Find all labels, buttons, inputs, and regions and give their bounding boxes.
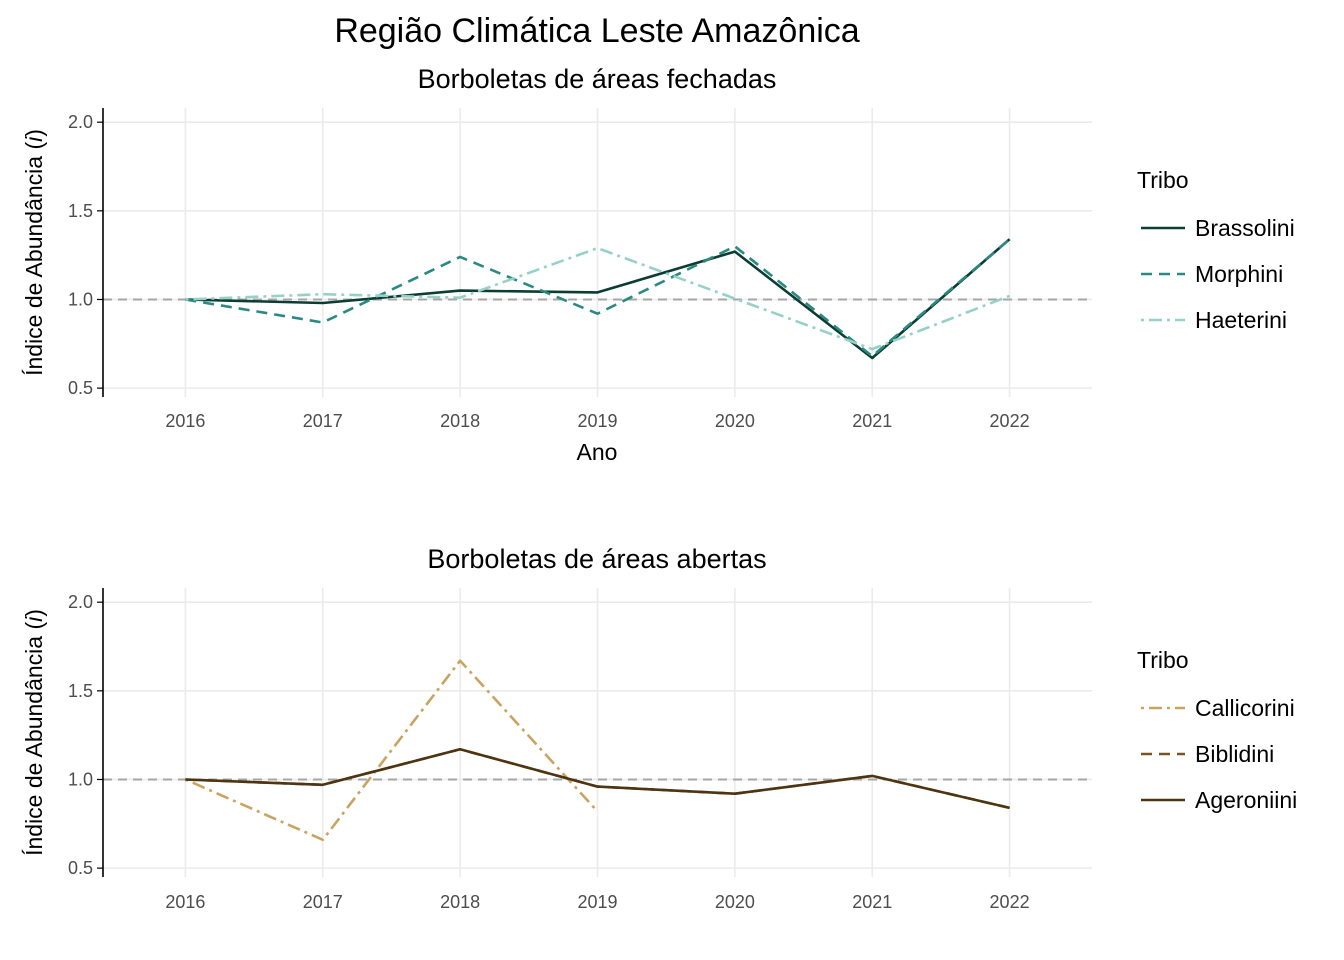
y-axis-title-italic: i: [21, 136, 47, 142]
y-tick-label: 1.0: [68, 289, 93, 309]
y-tick-label: 1.0: [68, 769, 93, 789]
y-axis-title: Índice de Abundância (i): [21, 129, 47, 376]
x-tick-label: 2016: [165, 411, 205, 431]
x-tick-label: 2022: [990, 411, 1030, 431]
y-axis-title-main: Índice de Abundância (: [21, 622, 47, 856]
x-tick-label: 2019: [577, 411, 617, 431]
y-tick-label: 0.5: [68, 378, 93, 398]
panel-title: Borboletas de áreas abertas: [427, 544, 766, 574]
x-tick-label: 2021: [852, 411, 892, 431]
y-tick-label: 1.5: [68, 201, 93, 221]
x-tick-label: 2017: [303, 892, 343, 912]
series-line-brassolini: [185, 238, 1011, 360]
x-tick-label: 2017: [303, 411, 343, 431]
main-title: Região Climática Leste Amazônica: [334, 12, 859, 50]
x-tick-label: 2020: [715, 892, 755, 912]
x-tick-label: 2021: [852, 892, 892, 912]
y-tick-label: 1.5: [68, 681, 93, 701]
legend-title: Tribo: [1137, 167, 1189, 193]
legend-label: Morphini: [1195, 261, 1283, 287]
x-tick-label: 2019: [577, 892, 617, 912]
y-axis-title-close: ): [21, 609, 47, 617]
panel-closed-areas: Borboletas de áreas fechadas 0.5 1.0 1.5 2.0…: [21, 64, 1295, 465]
x-tick-label: 2016: [165, 892, 205, 912]
y-axis-title-close: ): [21, 129, 47, 137]
y-tick-label: 0.5: [68, 858, 93, 878]
series-line-morphini: [185, 238, 1011, 358]
x-tick-label: 2020: [715, 411, 755, 431]
y-tick-label: 2.0: [68, 112, 93, 132]
panel-open-areas: Borboletas de áreas abertas 0.5 1.0 1.5 2.0 2…: [21, 544, 1297, 912]
legend-label: Callicorini: [1195, 695, 1295, 721]
x-tick-label: 2018: [440, 892, 480, 912]
y-axis-title-italic: i: [21, 616, 47, 622]
panel-title: Borboletas de áreas fechadas: [418, 64, 777, 94]
series-line-callicorini: [184, 659, 599, 842]
y-tick-label: 2.0: [68, 592, 93, 612]
legend-label: Haeterini: [1195, 307, 1287, 333]
x-tick-label: 2018: [440, 411, 480, 431]
x-tick-label: 2022: [990, 892, 1030, 912]
legend-label: Biblidini: [1195, 741, 1274, 767]
x-axis-title: Ano: [577, 439, 618, 465]
series-line-haeterini: [185, 246, 1011, 351]
series-line-ageroniini: [185, 747, 1010, 810]
y-axis-title-main: Índice de Abundância (: [21, 142, 47, 376]
legend-label: Brassolini: [1195, 215, 1295, 241]
legend-title: Tribo: [1137, 647, 1189, 673]
y-axis-title: Índice de Abundância (i): [21, 609, 47, 856]
legend-label: Ageroniini: [1195, 787, 1297, 813]
